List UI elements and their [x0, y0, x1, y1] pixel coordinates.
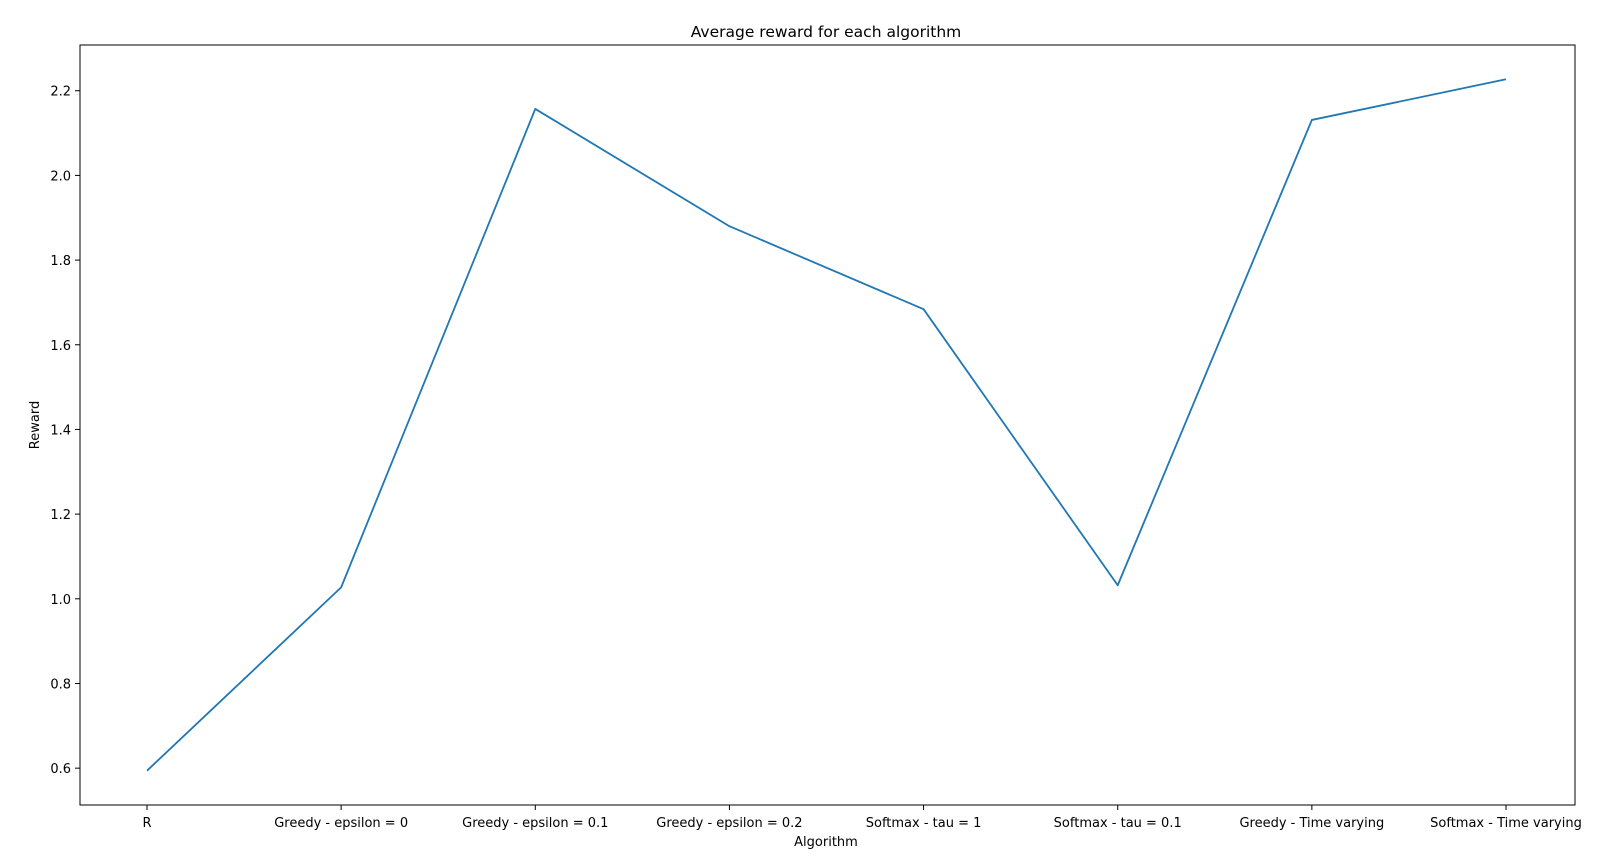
x-tick-label: Greedy - epsilon = 0.2 — [656, 816, 802, 831]
y-tick-label: 2.0 — [50, 169, 71, 184]
x-tick-label: Greedy - epsilon = 0.1 — [462, 816, 608, 831]
x-tick-label: Greedy - epsilon = 0 — [274, 816, 408, 831]
y-tick-label: 1.4 — [50, 423, 71, 438]
y-tick-label: 2.2 — [50, 85, 71, 100]
x-tick-label: Softmax - Time varying — [1430, 816, 1582, 831]
y-tick-label: 1.2 — [50, 508, 71, 523]
x-tick-label: Greedy - Time varying — [1239, 816, 1384, 831]
chart-title: Average reward for each algorithm — [691, 23, 962, 41]
x-axis: R Greedy - epsilon = 0 Greedy - epsilon = … — [142, 805, 1582, 831]
x-axis-label: Algorithm — [794, 835, 858, 850]
y-axis-label: Reward — [28, 401, 43, 449]
y-tick-label: 1.0 — [50, 593, 71, 608]
y-tick-label: 0.8 — [50, 677, 71, 692]
x-tick-label: Softmax - tau = 1 — [866, 816, 982, 831]
y-tick-label: 1.8 — [50, 254, 71, 269]
y-axis: 0.6 0.8 1.0 1.2 1.4 1.6 1.8 2.0 2.2 — [50, 85, 80, 777]
y-tick-label: 0.6 — [50, 762, 71, 777]
plot-area — [79, 44, 1576, 806]
y-tick-label: 1.6 — [50, 339, 71, 354]
x-tick-label: R — [142, 816, 151, 831]
series-line — [146, 78, 1507, 772]
x-tick-label: Softmax - tau = 0.1 — [1054, 816, 1182, 831]
